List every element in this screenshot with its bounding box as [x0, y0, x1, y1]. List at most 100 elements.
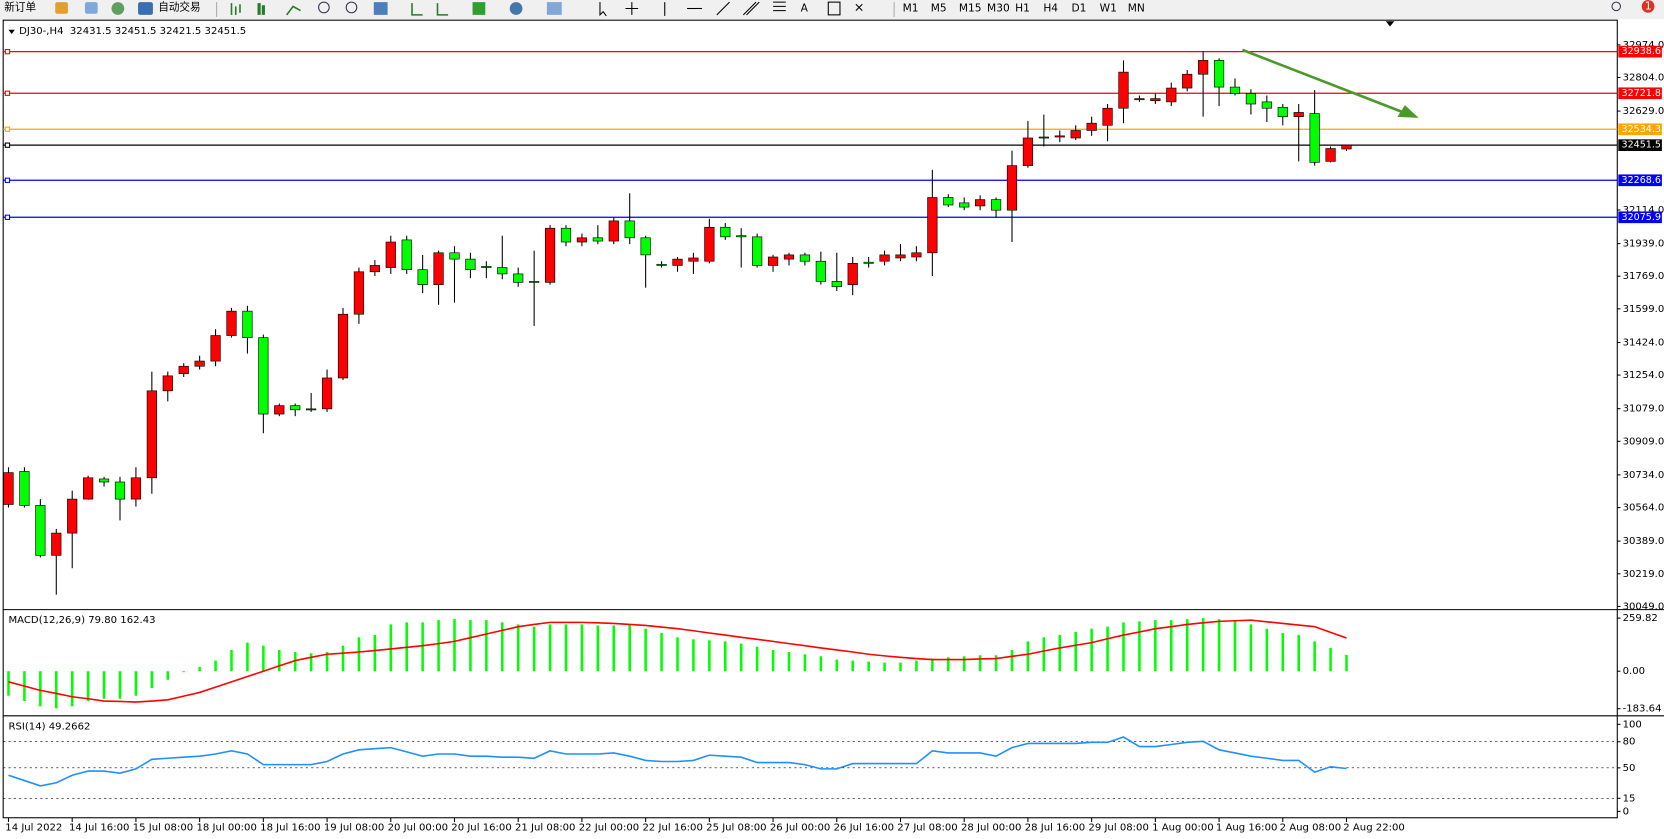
candle-body — [1229, 86, 1241, 94]
macd-bar — [1170, 620, 1173, 672]
y-tick-label: 100 — [1623, 719, 1642, 730]
icon[interactable] — [472, 2, 486, 15]
icon[interactable] — [111, 2, 125, 15]
candle-body — [1245, 93, 1257, 105]
icon[interactable] — [373, 2, 388, 15]
arrow-icon[interactable] — [855, 3, 863, 11]
label-icon[interactable] — [827, 1, 841, 16]
cursor-icon[interactable] — [599, 2, 607, 17]
crosshair-icon[interactable] — [625, 2, 639, 15]
macd-bar — [883, 662, 886, 672]
macd-bar — [1233, 621, 1237, 672]
candle-body — [544, 227, 556, 283]
candle-body — [417, 269, 428, 285]
icon[interactable] — [55, 2, 68, 14]
level-label: 32534.3 — [1622, 124, 1661, 135]
timeframe-button[interactable]: M30 — [987, 1, 1010, 14]
search-icon[interactable] — [1611, 1, 1621, 12]
timeframe-button[interactable]: M1 — [903, 1, 919, 14]
candle-body — [688, 257, 699, 262]
channel-icon[interactable] — [742, 1, 760, 16]
macd-bar — [1345, 654, 1348, 672]
alerts-badge[interactable] — [1641, 0, 1655, 13]
macd-bar — [692, 639, 695, 672]
macd-bar — [660, 633, 663, 672]
timeframe-button[interactable]: M15 — [959, 1, 982, 14]
icon[interactable] — [257, 3, 265, 15]
x-tick-label: 21 Jul 08:00 — [515, 822, 575, 833]
candle-body — [433, 252, 444, 285]
auto-trading-button[interactable]: 自动交易 — [158, 0, 200, 13]
candle-body — [19, 471, 30, 506]
y-tick-label: 31424.0 — [1623, 337, 1664, 348]
candle-body — [35, 505, 46, 556]
timeframe-button[interactable]: MN — [1128, 1, 1145, 14]
icon[interactable] — [138, 2, 153, 15]
x-tick-label: 18 Jul 16:00 — [260, 822, 320, 833]
new-order-button[interactable]: 新订单 — [4, 0, 36, 13]
y-tick-label: 32629.0 — [1623, 106, 1664, 117]
icon[interactable] — [411, 3, 423, 16]
timeframe-button[interactable]: H4 — [1043, 1, 1058, 14]
timeframe-button[interactable]: H1 — [1015, 1, 1030, 14]
timeframe-button[interactable]: W1 — [1100, 1, 1117, 14]
icon[interactable] — [230, 3, 241, 15]
chart-menu-marker[interactable] — [8, 29, 15, 34]
macd-bar — [39, 671, 42, 707]
icon[interactable] — [318, 1, 330, 14]
macd-bar — [246, 642, 249, 672]
y-tick-label: 31599.0 — [1623, 304, 1664, 315]
y-tick-label: 30564.0 — [1623, 503, 1664, 514]
y-tick-label: 31254.0 — [1623, 370, 1664, 381]
y-tick-label: 80 — [1623, 737, 1636, 748]
candle-body — [242, 310, 253, 338]
macd-bar — [55, 671, 58, 709]
candle-body — [943, 197, 954, 206]
macd-bar — [994, 655, 998, 672]
y-tick-label: 15 — [1623, 793, 1636, 804]
timeframe-button[interactable]: M5 — [931, 1, 947, 14]
candle-body — [959, 202, 970, 208]
y-tick-label: 30049.0 — [1623, 601, 1664, 612]
candle-body — [927, 197, 938, 254]
macd-bar — [803, 654, 807, 672]
icon[interactable] — [546, 2, 562, 15]
candle-body — [1261, 101, 1272, 109]
timeframe-button[interactable]: D1 — [1071, 1, 1086, 14]
macd-bar — [867, 661, 870, 672]
icon[interactable] — [509, 2, 523, 15]
candle-body — [513, 273, 524, 283]
candle-body — [799, 254, 811, 262]
level-label-bg — [1618, 174, 1662, 187]
candle-body — [752, 236, 763, 266]
x-tick-label: 25 Jul 08:00 — [706, 822, 766, 833]
trendline-icon[interactable] — [716, 1, 730, 16]
icon[interactable] — [286, 5, 301, 16]
y-tick-label: 259.82 — [1623, 613, 1658, 624]
candle-body — [210, 335, 221, 362]
text-tool[interactable]: A — [801, 1, 809, 14]
icon[interactable] — [345, 1, 358, 14]
x-tick-label: 1 Aug 16:00 — [1216, 822, 1278, 833]
macd-bar — [1249, 624, 1253, 672]
macd-bar — [293, 652, 297, 672]
icon[interactable] — [436, 3, 449, 16]
candle-body — [306, 408, 317, 411]
candle-body — [1198, 60, 1209, 75]
icon[interactable] — [84, 2, 98, 14]
y-tick-label: 30219.0 — [1623, 569, 1664, 580]
macd-bar — [931, 658, 934, 672]
x-tick-label: 26 Jul 00:00 — [770, 822, 830, 833]
candle-body — [592, 237, 603, 242]
macd-bar — [1297, 635, 1300, 672]
candle-body — [51, 532, 62, 556]
candle-body — [975, 199, 986, 207]
y-tick-label: 32114.0 — [1623, 205, 1664, 216]
macd-bar — [851, 660, 854, 672]
candle-body — [529, 281, 540, 283]
x-tick-label: 14 Jul 2022 — [5, 822, 62, 833]
candle-body — [98, 478, 110, 483]
macd-bar — [644, 628, 647, 672]
fibo-icon[interactable] — [773, 1, 786, 12]
